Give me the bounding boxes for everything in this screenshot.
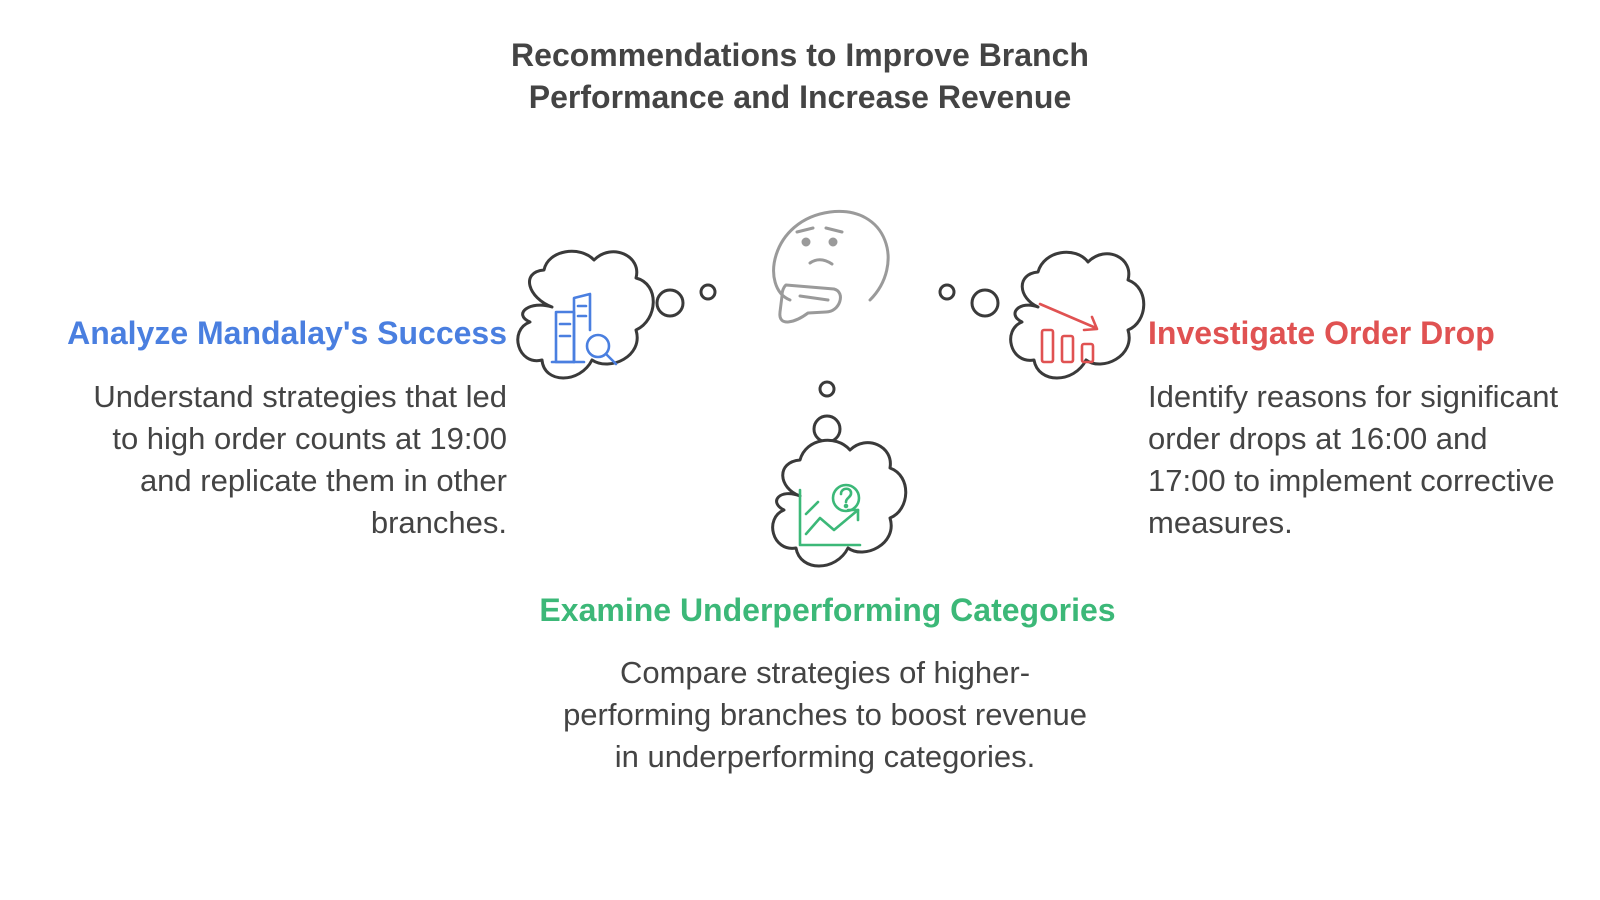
declining-bar-chart-icon <box>1038 302 1099 364</box>
building-search-icon <box>550 292 618 366</box>
left-heading: Analyze Mandalay's Success <box>67 315 507 351</box>
thinking-face-icon <box>772 209 890 324</box>
right-description: Identify reasons for significant order d… <box>1148 379 1559 540</box>
chart-question-icon <box>798 483 862 547</box>
left-description: Understand strategies that led to high o… <box>93 379 507 540</box>
thought-bubble-dots <box>655 283 1000 444</box>
bottom-description: Compare strategies of higher-performing … <box>563 655 1087 774</box>
right-cloud <box>1009 250 1146 380</box>
left-cloud <box>516 249 655 380</box>
right-heading: Investigate Order Drop <box>1148 315 1495 351</box>
bottom-cloud <box>771 438 908 568</box>
bottom-heading: Examine Underperforming Categories <box>539 592 1116 628</box>
diagram-title: Recommendations to Improve Branch Perfor… <box>511 37 1089 115</box>
